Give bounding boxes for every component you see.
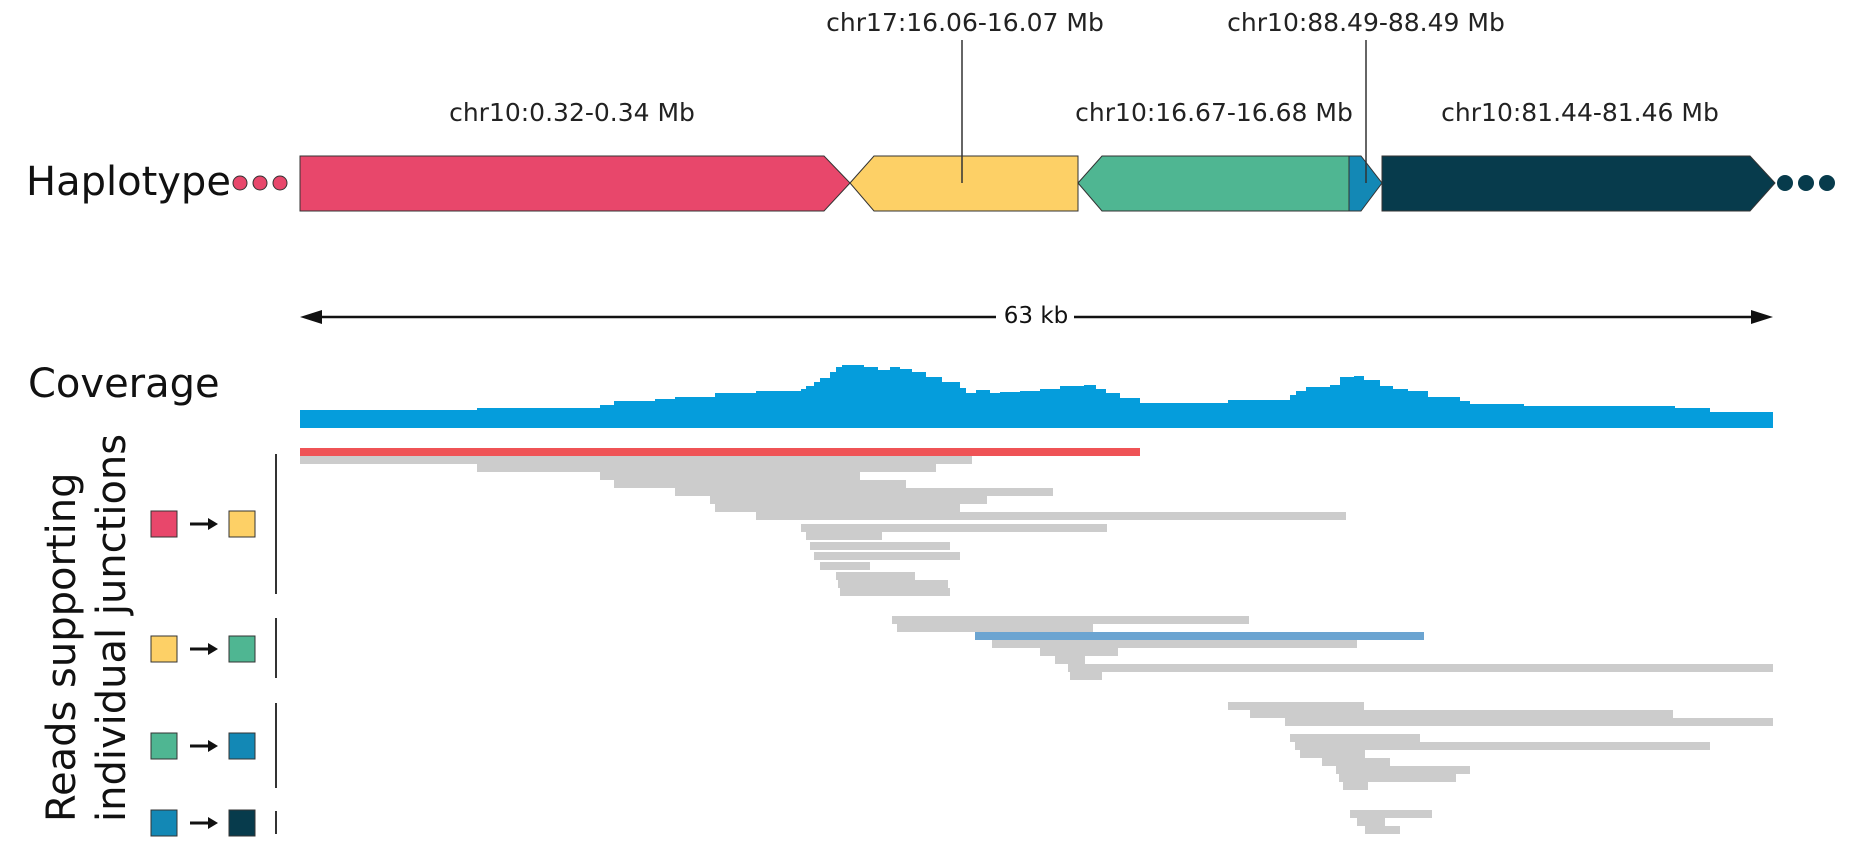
junction-2-from-swatch [150, 635, 178, 663]
read [1295, 742, 1710, 750]
read [300, 456, 972, 464]
read [1343, 782, 1368, 790]
read [1365, 826, 1400, 834]
junction-4-from-swatch [150, 809, 178, 837]
reads-label-line-1: Reads supporting [39, 473, 85, 823]
segment-2-label: chr17:16.06-16.07 Mb [826, 8, 1104, 37]
read [838, 580, 948, 588]
read [892, 616, 1249, 624]
junction-3-from-swatch [150, 732, 178, 760]
read [992, 640, 1357, 648]
read [1040, 648, 1118, 656]
reads-label: Reads supporting individual junctions [39, 434, 135, 822]
read [477, 464, 936, 472]
segment-4 [1348, 155, 1383, 212]
junction-1-to-swatch [228, 510, 256, 538]
read [836, 572, 915, 580]
highlighted-read [975, 632, 1424, 640]
read [715, 504, 960, 512]
coverage-label: Coverage [28, 361, 220, 407]
segment-1 [299, 155, 851, 212]
read [814, 552, 960, 560]
read [1068, 664, 1773, 672]
read [1322, 758, 1390, 766]
read-alignments [300, 448, 1773, 834]
segment-4-label: chr10:88.49-88.49 Mb [1227, 8, 1505, 37]
segment-2 [849, 155, 1079, 212]
coverage-track [300, 365, 1773, 428]
segment-1-label: chr10:0.32-0.34 Mb [449, 98, 695, 127]
read [810, 542, 950, 550]
read [710, 496, 987, 504]
read [600, 472, 860, 480]
junction-1-key [150, 454, 277, 594]
segment-5-label: chr10:81.44-81.46 Mb [1441, 98, 1719, 127]
segment-3-label: chr10:16.67-16.68 Mb [1075, 98, 1353, 127]
segment-3 [1077, 155, 1350, 212]
read [1339, 774, 1456, 782]
junction-1-from-swatch [150, 510, 178, 538]
read [1350, 810, 1432, 818]
junction-4-key [150, 809, 277, 837]
read [806, 532, 882, 540]
read [801, 524, 1107, 532]
read [820, 562, 870, 570]
read [756, 512, 1346, 520]
junction-3-key [150, 703, 277, 788]
junction-2-key [150, 618, 277, 678]
haplotype-right-dots [1777, 175, 1835, 191]
read [840, 588, 950, 596]
read [1290, 734, 1420, 742]
haplotype-label: Haplotype [26, 159, 231, 205]
junction-3-to-swatch [228, 732, 256, 760]
read [1228, 702, 1364, 710]
highlighted-read [300, 448, 1140, 456]
read [1285, 718, 1773, 726]
read [675, 488, 1053, 496]
haplotype-segments [299, 155, 1776, 212]
junction-2-to-swatch [228, 635, 256, 663]
read [1055, 656, 1085, 664]
read [1357, 818, 1385, 826]
reads-label-line-2: individual junctions [89, 434, 135, 822]
read [614, 480, 906, 488]
read [897, 624, 1093, 632]
scale-bar-label: 63 kb [1004, 303, 1069, 329]
junction-4-to-swatch [228, 809, 256, 837]
haplotype-left-dots [232, 175, 288, 191]
junction-keys [150, 454, 277, 837]
read [1336, 766, 1470, 774]
segment-5 [1381, 155, 1776, 212]
read [1300, 750, 1365, 758]
read [1070, 672, 1102, 680]
scale-bar: 63 kb [300, 300, 1773, 332]
read [1250, 710, 1673, 718]
